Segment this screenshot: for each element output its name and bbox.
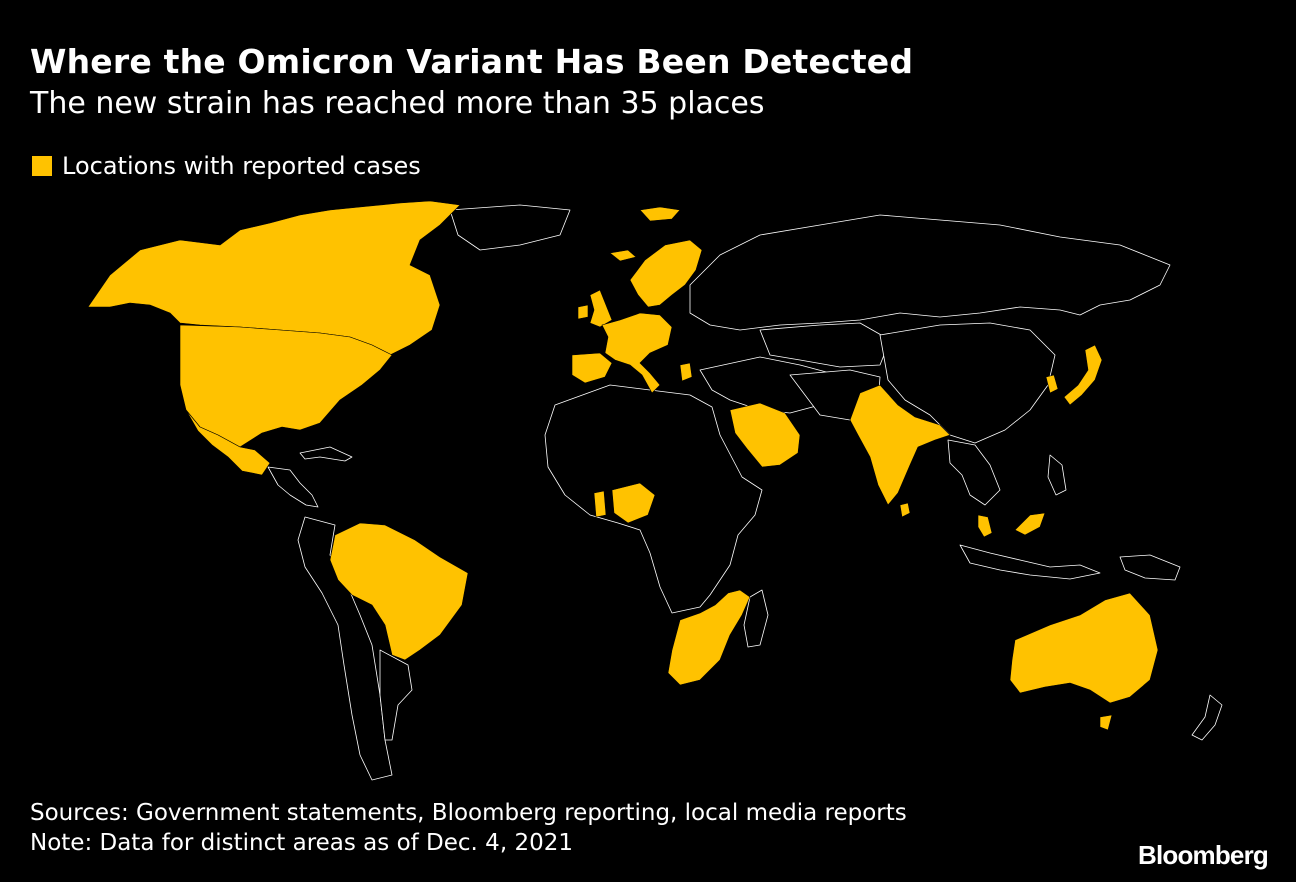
central-asia	[759, 322, 891, 368]
malaysia	[977, 514, 993, 538]
bloomberg-logo: Bloomberg	[1137, 840, 1269, 870]
caribbean	[299, 446, 353, 462]
scandinavia	[629, 239, 703, 308]
russia	[689, 214, 1171, 331]
canada	[87, 200, 461, 356]
iceland	[609, 249, 637, 262]
nigeria	[611, 482, 656, 524]
legend-label: Locations with reported cases	[62, 152, 421, 180]
australia	[1009, 592, 1159, 704]
mexico	[185, 409, 271, 476]
new-guinea	[1119, 554, 1181, 581]
legend: Locations with reported cases	[32, 152, 421, 180]
central-america	[267, 466, 319, 508]
japan	[1063, 344, 1103, 406]
india	[849, 384, 951, 506]
sources-note: Sources: Government statements, Bloomber…	[30, 800, 907, 826]
tasmania	[1099, 714, 1113, 731]
indonesia	[959, 544, 1101, 580]
united-kingdom	[589, 289, 613, 328]
chart-title: Where the Omicron Variant Has Been Detec…	[30, 42, 914, 81]
greenland	[639, 206, 681, 222]
ireland	[577, 304, 589, 320]
new-zealand	[1191, 694, 1223, 741]
sri-lanka	[899, 502, 911, 518]
brazil	[329, 522, 469, 661]
arctic-islands	[449, 204, 571, 251]
argentina	[379, 649, 413, 741]
madagascar	[743, 589, 769, 648]
south-korea	[1045, 374, 1059, 394]
united-states	[179, 324, 393, 448]
malaysia-borneo	[1014, 512, 1046, 536]
ghana	[593, 490, 607, 518]
greece	[679, 362, 693, 382]
southeast-asia	[947, 439, 1001, 506]
data-note: Note: Data for distinct areas as of Dec.…	[30, 830, 573, 856]
iberia	[571, 352, 613, 384]
southern-africa	[667, 589, 751, 686]
western-europe	[601, 312, 673, 394]
world-map	[87, 200, 1223, 781]
china-mongolia	[879, 322, 1056, 444]
philippines	[1047, 454, 1067, 496]
legend-swatch	[32, 156, 52, 176]
saudi-arabia	[729, 402, 801, 468]
chart-subtitle: The new strain has reached more than 35 …	[30, 86, 765, 121]
